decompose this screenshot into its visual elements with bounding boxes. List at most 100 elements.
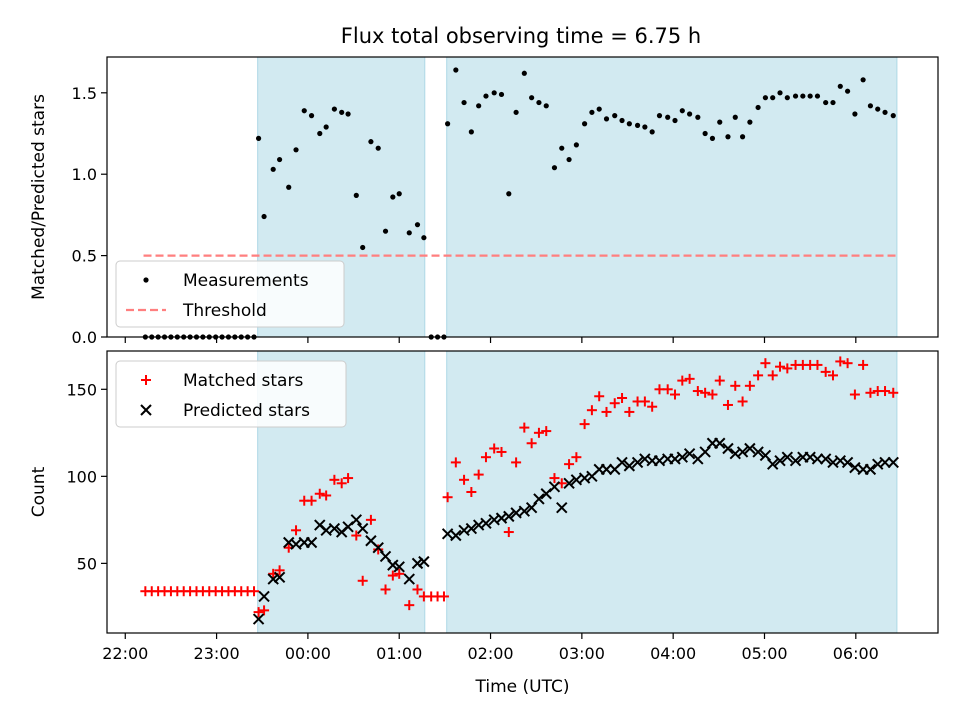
measurement-point <box>382 228 389 234</box>
x-tick-label: 03:00 <box>559 644 605 663</box>
matched-star-point <box>526 438 537 449</box>
measurement-point <box>612 113 618 119</box>
measurement-point <box>345 111 351 117</box>
measurement-point <box>308 113 315 119</box>
matched-star-point <box>684 373 695 384</box>
matched-star-point <box>571 452 582 463</box>
predicted-star-point <box>267 573 279 585</box>
matched-star-point <box>394 568 405 579</box>
bottom-panel-frame <box>106 350 939 634</box>
measurement-point <box>672 117 678 124</box>
measurement-point <box>498 91 505 98</box>
measurement-point <box>301 108 307 114</box>
measurement-point <box>261 213 267 220</box>
measurement-point <box>521 70 527 76</box>
measurement-point <box>725 134 731 140</box>
legend-label: Predicted stars <box>183 401 310 421</box>
predicted-star-point <box>789 454 802 467</box>
measurement-point <box>476 103 482 109</box>
x-tick-label: 01:00 <box>376 644 422 663</box>
measurement-point <box>529 95 535 101</box>
matched-star-point <box>647 401 658 412</box>
measurement-point <box>543 103 549 109</box>
bottom-y-tick-label: 50 <box>77 554 97 573</box>
legend-label: Measurements <box>183 271 309 291</box>
predicted-star-point <box>781 451 794 463</box>
matched-star-point <box>639 396 650 407</box>
matched-star-point <box>249 586 260 597</box>
predicted-star-point <box>752 446 764 458</box>
measurement-point <box>360 244 366 251</box>
measurement-point <box>679 108 685 114</box>
matched-star-point <box>438 591 449 602</box>
measurement-point <box>867 103 874 109</box>
matched-star-point <box>549 473 560 484</box>
legend-label: Matched stars <box>183 371 303 391</box>
matched-star-point <box>442 492 453 503</box>
measurement-point <box>270 166 276 172</box>
measurement-point <box>536 99 542 106</box>
measurement-point <box>421 235 427 241</box>
measurement-point <box>339 109 345 115</box>
measurement-point <box>762 95 769 101</box>
matched-star-point <box>373 544 384 555</box>
predicted-star-point <box>736 446 749 458</box>
predicted-star-point <box>879 456 891 469</box>
top-y-tick-label: 1.5 <box>72 84 97 103</box>
matched-star-point <box>722 399 733 410</box>
measurement-point <box>406 230 412 236</box>
measurement-point <box>559 145 565 151</box>
matched-star-point <box>466 487 477 497</box>
matched-star-point <box>888 387 899 398</box>
predicted-star-point <box>258 590 270 603</box>
predicted-star-point <box>518 505 531 517</box>
matched-star-point <box>473 469 484 480</box>
matched-star-point <box>336 478 347 489</box>
measurement-point <box>390 194 396 200</box>
bottom-observing-window-shade <box>446 350 898 634</box>
matched-star-point <box>700 387 711 398</box>
legend-predicted-swatch <box>140 404 152 416</box>
predicted-star-point <box>450 529 462 542</box>
measurement-point <box>368 139 374 145</box>
matched-star-point <box>880 386 891 397</box>
matched-star-point <box>253 607 264 618</box>
predicted-star-point <box>767 458 779 470</box>
matched-star-point <box>677 375 688 386</box>
matched-star-point <box>782 363 793 374</box>
predicted-star-point <box>328 522 341 535</box>
matched-star-point <box>835 356 846 367</box>
predicted-star-point <box>387 559 399 571</box>
measurement-point <box>732 114 738 120</box>
measurement-point <box>551 165 558 171</box>
matched-star-point <box>274 565 285 576</box>
matched-star-point <box>519 422 530 433</box>
x-tick-label: 23:00 <box>194 644 240 663</box>
matched-star-point <box>586 405 597 416</box>
measurement-point <box>852 111 858 117</box>
measurement-point <box>792 93 799 99</box>
x-tick-label: 00:00 <box>285 644 331 663</box>
top-y-tick-label: 0.5 <box>72 247 97 266</box>
measurement-point <box>642 124 648 130</box>
matched-star-point <box>480 452 491 463</box>
measurement-point <box>807 93 813 99</box>
top-legend-box <box>115 260 345 328</box>
predicted-star-point <box>819 453 832 465</box>
matched-star-point <box>357 575 368 586</box>
matched-star-point <box>827 370 838 381</box>
measurement-point <box>255 135 262 141</box>
matched-star-point <box>737 396 748 407</box>
matched-star-point <box>594 391 605 402</box>
predicted-star-point <box>556 501 568 514</box>
matched-star-point <box>609 398 620 409</box>
top-y-tick-label: 0.0 <box>72 328 97 347</box>
matched-star-point <box>714 375 725 386</box>
x-tick-label: 04:00 <box>650 644 696 663</box>
matched-star-point <box>775 361 786 372</box>
matched-star-point <box>387 570 398 581</box>
x-tick-label: 06:00 <box>833 644 879 663</box>
measurement-point <box>634 122 641 128</box>
matched-star-point <box>662 384 673 395</box>
